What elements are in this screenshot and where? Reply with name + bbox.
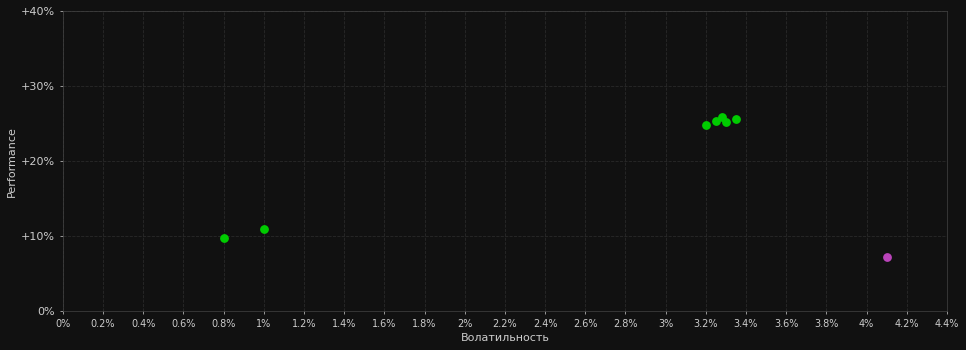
Point	[215, 235, 231, 240]
Point	[879, 254, 895, 260]
Point	[708, 119, 724, 124]
X-axis label: Волатильность: Волатильность	[461, 333, 550, 343]
Point	[714, 114, 729, 120]
Y-axis label: Performance: Performance	[7, 126, 17, 197]
Point	[728, 116, 744, 122]
Point	[256, 226, 271, 232]
Point	[698, 122, 714, 128]
Point	[718, 119, 733, 125]
